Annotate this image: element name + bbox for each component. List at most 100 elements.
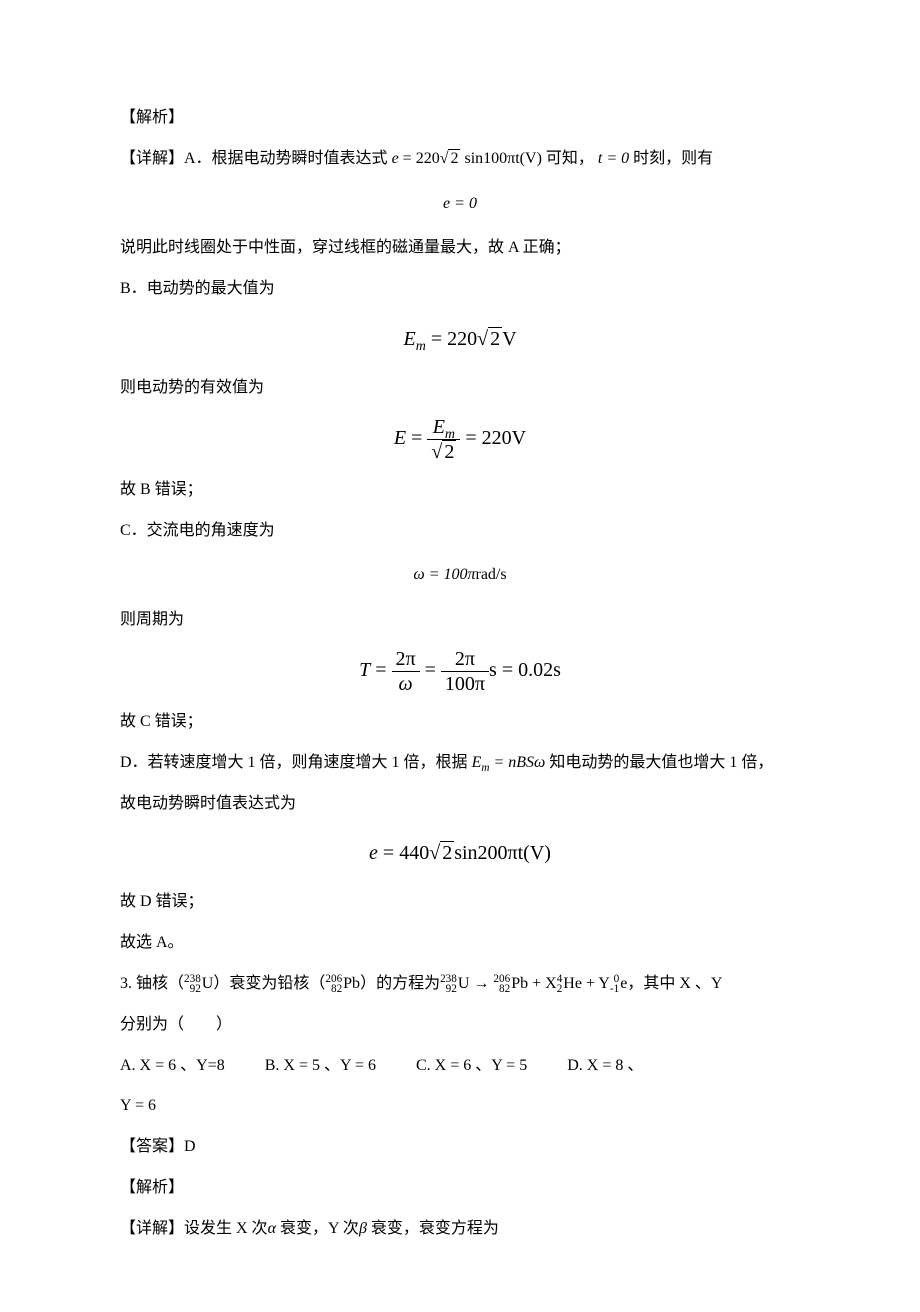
text: ）衰变为铅核（	[213, 975, 325, 992]
var-e: e	[392, 150, 399, 167]
nuclide-u2: 23892U	[440, 966, 469, 1003]
sqrt-val: 2	[448, 149, 460, 167]
nuclide-u: 23892U	[184, 966, 213, 1003]
detail-a: 【详解】A．根据电动势瞬时值表达式 e = 220 2 sin100πt(V) 可…	[120, 141, 800, 178]
symbol: U	[458, 975, 470, 992]
fraction: Em2	[427, 415, 460, 464]
unit: s	[489, 659, 497, 681]
atomic: 82	[493, 984, 510, 994]
answer: 【答案】D	[120, 1129, 800, 1166]
atomic: 92	[184, 984, 201, 994]
conclusion-c: 故 C 错误；	[120, 704, 800, 741]
text: 衰变，衰变方程为	[367, 1220, 499, 1237]
nuclide-pb: 20682Pb	[325, 966, 360, 1003]
beta: β	[359, 1220, 367, 1237]
eq: =	[406, 427, 427, 449]
text: 时刻，则有	[633, 150, 713, 167]
frac-num: 2π	[392, 647, 420, 672]
var-E: E	[394, 427, 406, 449]
option-a: A. X = 6 、Y=8	[120, 1048, 225, 1085]
sqrt-val: 2	[440, 841, 454, 864]
fraction: 2π100π	[441, 647, 489, 696]
option-b: B. X = 5 、Y = 6	[265, 1048, 376, 1085]
var-E: E	[403, 328, 415, 350]
frac-num: Em	[427, 415, 460, 440]
option-d: D. X = 8 、	[567, 1048, 643, 1085]
eq: = 440	[378, 842, 429, 864]
nuclide-pb2: 20682Pb	[493, 966, 528, 1003]
symbol: e	[620, 975, 627, 992]
detail-3: 【详解】设发生 X 次α 衰变，Y 次β 衰变，衰变方程为	[120, 1211, 800, 1248]
formula-erms: E = Em2 = 220V	[120, 415, 800, 464]
inline-formula: e = 220 2 sin100πt(V)	[392, 149, 546, 167]
symbol: U	[202, 975, 214, 992]
question-3: 3. 铀核（23892U）衰变为铅核（20682Pb）的方程为23892U → …	[120, 966, 800, 1003]
formula-omega: ω = 100πrad/s	[120, 557, 800, 594]
frac-den: 100π	[441, 672, 489, 696]
choose-a: 故选 A。	[120, 925, 800, 962]
fraction: 2πω	[392, 647, 420, 696]
nuclide-he: 42He	[557, 966, 582, 1003]
plus: + X	[528, 975, 557, 992]
text: 3. 铀核（	[120, 975, 184, 992]
formula-e0: e = 0	[120, 186, 800, 223]
atomic: 82	[325, 984, 342, 994]
atomic: 92	[440, 984, 457, 994]
text: 【详解】A．根据电动势瞬时值表达式	[120, 150, 388, 167]
sqrt-val: 2	[442, 440, 456, 463]
eq: = 220	[426, 328, 477, 350]
val: = 220V	[460, 427, 526, 449]
formula-em: Em = 2202V	[120, 316, 800, 362]
inline-formula: Em = nBSω	[472, 754, 550, 771]
text: 【详解】设发生 X 次	[120, 1220, 268, 1237]
eq: =	[420, 659, 441, 681]
atomic: -1	[610, 984, 619, 994]
option-c: C. X = 6 、Y = 5	[416, 1048, 527, 1085]
sqrt-sign	[431, 441, 442, 463]
atomic: 2	[557, 984, 563, 994]
nuclide-e: 0-1e	[610, 966, 627, 1003]
eq: = 220	[399, 150, 440, 167]
eq: ω = 100π	[413, 566, 475, 583]
formula-text: e = 0	[443, 195, 477, 212]
eq: =	[370, 659, 391, 681]
val: = 0.02s	[497, 659, 561, 681]
text: 知电动势的最大值也增大 1 倍，	[549, 754, 773, 771]
intro-d: D．若转速度增大 1 倍，则角速度增大 1 倍，根据 Em = nBSω 知电动…	[120, 745, 800, 782]
inline-formula: t = 0	[598, 150, 629, 167]
frac-den: 2	[427, 440, 460, 464]
frac-den: ω	[392, 672, 420, 696]
var-T: T	[359, 659, 370, 681]
analysis-header-2: 【解析】	[120, 1170, 800, 1207]
intro-period: 则周期为	[120, 602, 800, 639]
option-d-cont: Y = 6	[120, 1088, 800, 1125]
intro-c: C．交流电的角速度为	[120, 513, 800, 550]
eq: = nBSω	[489, 754, 545, 771]
unit: rad/s	[476, 566, 507, 583]
text: 衰变，Y 次	[276, 1220, 359, 1237]
intro-rms: 则电动势的有效值为	[120, 370, 800, 407]
sqrt-sign	[477, 328, 488, 350]
line-d-cont: 故电动势瞬时值表达式为	[120, 786, 800, 823]
unit: V	[502, 328, 516, 350]
alpha: α	[268, 1220, 276, 1237]
var-E: E	[433, 416, 445, 438]
text: ）的方程为	[360, 975, 440, 992]
rest: sin100πt(V)	[460, 150, 541, 167]
frac-num: 2π	[441, 647, 489, 672]
var-E: E	[472, 754, 482, 771]
text: 可知，	[546, 150, 594, 167]
options-row: A. X = 6 、Y=8 B. X = 5 、Y = 6 C. X = 6 、…	[120, 1048, 800, 1085]
rest: sin200πt(V)	[454, 842, 551, 864]
conclusion-d: 故 D 错误；	[120, 884, 800, 921]
formula-e440: e = 440 2sin200πt(V)	[120, 830, 800, 876]
text: ，其中 X 、Y	[627, 975, 722, 992]
formula-period: T = 2πω = 2π100πs = 0.02s	[120, 647, 800, 696]
analysis-header: 【解析】	[120, 100, 800, 137]
arrow: →	[469, 975, 493, 992]
question-3-cont: 分别为（ ）	[120, 1007, 800, 1044]
text: D．若转速度增大 1 倍，则角速度增大 1 倍，根据	[120, 754, 468, 771]
var-e: e	[369, 842, 378, 864]
plus: + Y	[582, 975, 610, 992]
conclusion-a: 说明此时线圈处于中性面，穿过线框的磁通量最大，故 A 正确；	[120, 230, 800, 267]
